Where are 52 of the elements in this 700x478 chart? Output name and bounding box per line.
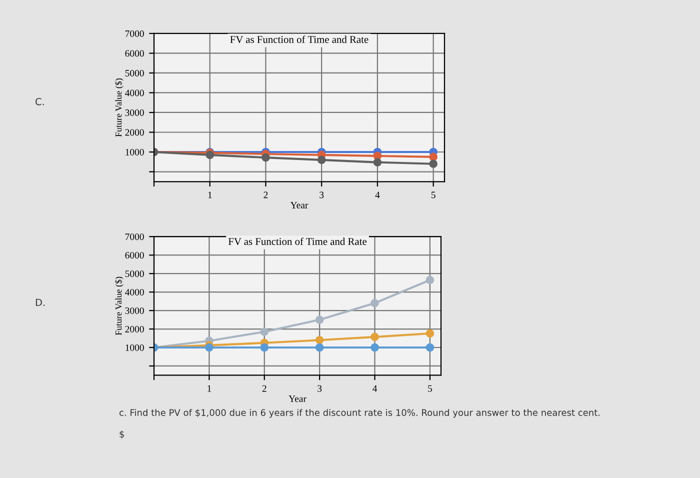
x-tick-label: 2 bbox=[262, 385, 266, 392]
y-tick-label: 7000 bbox=[125, 30, 144, 37]
y-axis-title: Future Value ($) bbox=[114, 276, 124, 336]
x-tick-label: 3 bbox=[320, 192, 324, 198]
x-tick-label: 5 bbox=[431, 192, 436, 198]
x-axis-title: Year bbox=[288, 396, 306, 402]
y-tick-label: 4000 bbox=[125, 288, 144, 296]
point bbox=[370, 332, 379, 342]
point bbox=[315, 336, 324, 344]
point bbox=[315, 343, 324, 352]
y-tick-label: 2000 bbox=[125, 326, 144, 332]
point bbox=[426, 276, 434, 284]
point bbox=[262, 153, 270, 162]
y-tick-label: 5000 bbox=[125, 70, 144, 76]
y-tick-label: 6000 bbox=[125, 252, 144, 259]
point bbox=[370, 343, 379, 352]
point bbox=[429, 160, 438, 168]
point bbox=[426, 329, 434, 338]
x-tick-label: 4 bbox=[375, 192, 380, 198]
point bbox=[426, 343, 434, 352]
y-axis-title: Future Value ($) bbox=[114, 78, 124, 137]
point bbox=[260, 343, 269, 352]
x-axis-title: Year bbox=[290, 202, 308, 208]
text: C. bbox=[36, 98, 44, 106]
y-tick-label: 1000 bbox=[126, 148, 144, 156]
point bbox=[205, 343, 214, 352]
chart-title: FV as Function of Time and Rate bbox=[230, 36, 368, 44]
y-tick-label: 2000 bbox=[125, 129, 144, 136]
text: $ bbox=[120, 430, 124, 439]
x-tick-label: 5 bbox=[428, 385, 432, 392]
x-tick-label: 3 bbox=[318, 385, 322, 392]
y-tick-label: 4000 bbox=[125, 90, 144, 96]
x-tick-label: 2 bbox=[264, 192, 268, 198]
y-tick-label: 7000 bbox=[125, 234, 144, 240]
point bbox=[260, 328, 269, 336]
y-tick-label: 6000 bbox=[125, 50, 144, 57]
point bbox=[429, 152, 438, 162]
point bbox=[373, 158, 382, 166]
x-tick-label: 4 bbox=[372, 385, 378, 392]
point bbox=[315, 316, 324, 324]
point bbox=[370, 298, 379, 308]
y-tick-label: 1000 bbox=[126, 344, 144, 351]
chart-title: FV as Function of Time and Rate bbox=[228, 238, 366, 246]
text: D. bbox=[36, 298, 45, 306]
x-tick-label: 1 bbox=[208, 385, 212, 392]
x-tick-label: 1 bbox=[208, 192, 212, 198]
y-tick-label: 5000 bbox=[125, 270, 144, 278]
point bbox=[317, 156, 326, 164]
point bbox=[206, 150, 214, 160]
text: c. Find the PV of $1,000 due in 6 years if the discount rate is 10%. Round your answer to the nearest cent. bbox=[120, 409, 600, 418]
y-tick-label: 3000 bbox=[125, 109, 144, 116]
y-tick-label: 3000 bbox=[125, 307, 144, 314]
